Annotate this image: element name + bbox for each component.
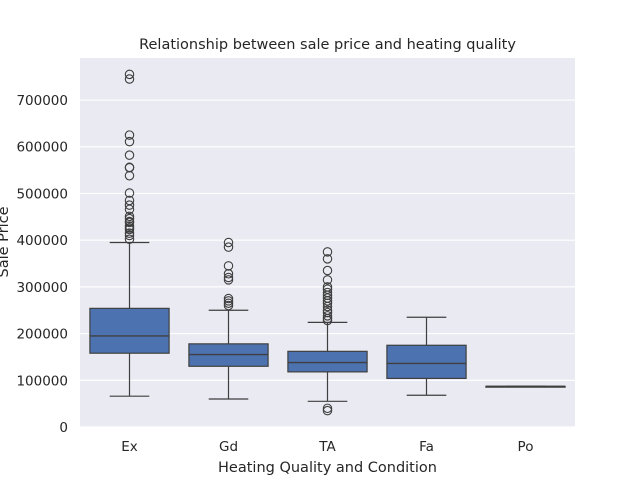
outlier-point bbox=[124, 217, 135, 228]
outlier-point bbox=[322, 311, 333, 321]
outlier-point bbox=[223, 275, 234, 285]
box-group-po bbox=[485, 385, 566, 388]
outlier-point bbox=[322, 315, 333, 326]
outlier-point bbox=[124, 228, 135, 238]
outlier-point bbox=[124, 211, 135, 222]
y-axis-label: Sale Price bbox=[0, 206, 12, 277]
outlier-point bbox=[322, 301, 333, 312]
outlier-point bbox=[124, 150, 135, 160]
box-group-gd bbox=[188, 237, 269, 400]
outlier-point bbox=[124, 204, 135, 215]
outlier-point bbox=[124, 74, 135, 84]
y-tick-label: 600000 bbox=[16, 140, 68, 156]
chart-title: Relationship between sale price and heat… bbox=[139, 37, 516, 53]
outlier-point bbox=[124, 230, 135, 241]
box-group-fa bbox=[386, 316, 467, 396]
box bbox=[386, 344, 467, 380]
outlier-point bbox=[322, 405, 333, 416]
outlier-point bbox=[322, 275, 333, 285]
y-tick-label: 100000 bbox=[16, 373, 68, 389]
y-tick-labels: 0 100000 200000 300000 400000 500000 600000 700… bbox=[16, 93, 68, 436]
box-group-ex bbox=[89, 69, 170, 397]
y-tick-label: 200000 bbox=[16, 327, 68, 343]
outlier-point bbox=[322, 247, 333, 257]
x-tick-label: Fa bbox=[419, 439, 434, 455]
outlier-point bbox=[124, 213, 135, 224]
x-tick-label: TA bbox=[318, 439, 336, 455]
outlier-point bbox=[124, 170, 135, 181]
outlier-point bbox=[223, 272, 234, 283]
outlier-point bbox=[223, 296, 234, 306]
box bbox=[287, 350, 368, 373]
outlier-point bbox=[124, 224, 135, 235]
outlier-point bbox=[322, 298, 333, 308]
outlier-point bbox=[223, 237, 234, 248]
y-tick-label: 400000 bbox=[16, 233, 68, 249]
y-tick-label: 0 bbox=[59, 420, 68, 436]
y-tick-label: 700000 bbox=[16, 93, 68, 109]
outlier-point bbox=[223, 269, 234, 279]
outlier-point bbox=[223, 298, 234, 308]
outlier-point bbox=[322, 265, 333, 276]
outlier-point bbox=[124, 136, 135, 147]
outlier-point bbox=[223, 293, 234, 304]
x-tick-labels: Ex Gd TA Fa Po bbox=[121, 439, 533, 455]
x-tick-label: Gd bbox=[219, 439, 238, 455]
x-tick-label: Ex bbox=[121, 439, 138, 455]
outlier-point bbox=[322, 296, 333, 306]
x-tick-label: Po bbox=[518, 439, 534, 455]
box-group-ta bbox=[287, 247, 368, 416]
outlier-point bbox=[124, 200, 135, 210]
x-axis-label: Heating Quality and Condition bbox=[218, 460, 437, 476]
outlier-point bbox=[124, 130, 135, 140]
y-tick-label: 500000 bbox=[16, 186, 68, 202]
outlier-point bbox=[124, 234, 135, 244]
box bbox=[89, 307, 170, 354]
boxes-layer bbox=[89, 69, 566, 416]
outlier-point bbox=[223, 242, 234, 252]
outlier-point bbox=[322, 254, 333, 264]
outlier-point bbox=[124, 69, 135, 80]
outlier-point bbox=[322, 403, 333, 414]
y-tick-label: 300000 bbox=[16, 280, 68, 296]
outlier-point bbox=[124, 188, 135, 198]
outlier-point bbox=[223, 300, 234, 311]
